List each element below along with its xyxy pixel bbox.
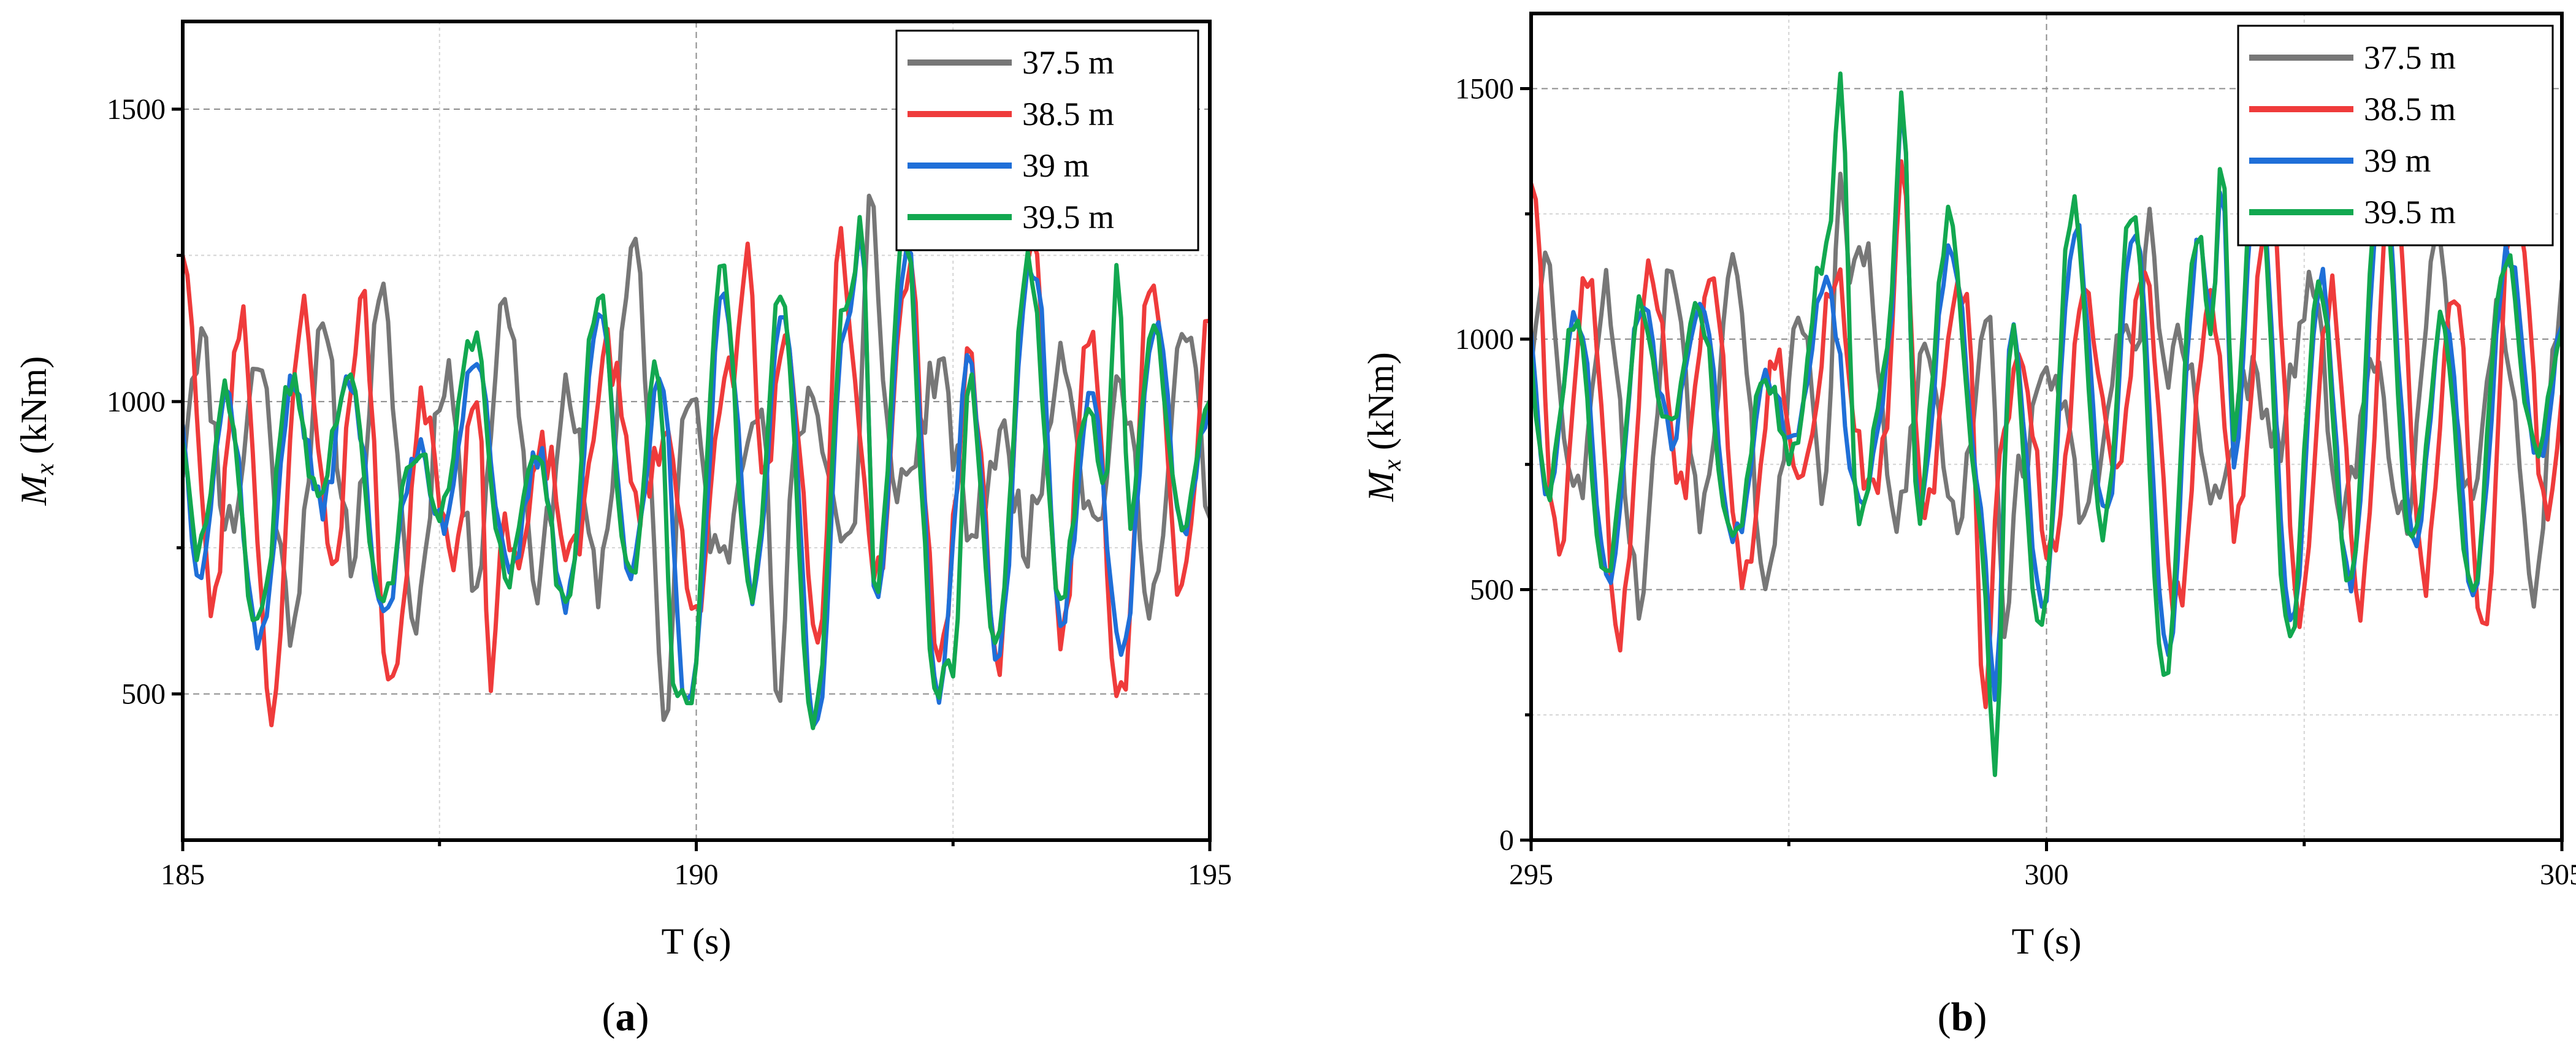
y-tick-label: 1000 <box>1455 323 1514 356</box>
x-tick-label: 195 <box>1188 859 1232 891</box>
x-tick-label: 305 <box>2540 859 2576 891</box>
y-axis-title: Mx (kNm) <box>13 356 59 507</box>
legend-label: 38.5 m <box>1022 96 1114 132</box>
legend-label: 39 m <box>2364 142 2431 179</box>
y-tick-label: 0 <box>1499 824 1514 857</box>
series-line-39_5m <box>183 215 1210 730</box>
x-axis-title: T (s) <box>662 921 732 962</box>
panel-label: (a) <box>602 995 649 1039</box>
x-tick-label: 185 <box>161 859 205 891</box>
x-tick-label: 190 <box>675 859 719 891</box>
legend-label: 37.5 m <box>2364 39 2456 76</box>
legend-label: 38.5 m <box>2364 91 2456 128</box>
legend-label: 39 m <box>1022 147 1090 184</box>
y-axis-title: Mx (kNm) <box>1361 352 1407 502</box>
series-line-37_5m <box>183 193 1210 722</box>
y-tick-label: 500 <box>1470 574 1514 606</box>
legend-label: 39.5 m <box>1022 199 1114 235</box>
panel-label: (b) <box>1938 995 1987 1039</box>
y-tick-label: 1000 <box>107 386 166 418</box>
x-tick-label: 295 <box>1509 859 1553 891</box>
x-tick-label: 300 <box>2025 859 2069 891</box>
y-tick-label: 1500 <box>1455 73 1514 105</box>
x-axis-title: T (s) <box>2012 921 2082 962</box>
series-line-37_5m <box>1531 171 2562 640</box>
legend-label: 37.5 m <box>1022 44 1114 81</box>
legend: 37.5 m 38.5 m 39 m 39.5 m <box>2237 25 2554 247</box>
legend-label: 39.5 m <box>2364 194 2456 231</box>
y-tick-label: 1500 <box>107 93 166 126</box>
chart-panel-b: 295 300 305 0 500 1000 1500 T (s) Mx (kNm) 37.5 m… <box>1361 12 2576 1039</box>
legend-box <box>895 29 1199 251</box>
legend: 37.5 m 38.5 m 39 m 39.5 m <box>895 29 1199 251</box>
legend-box <box>2237 25 2554 247</box>
y-tick-label: 500 <box>121 678 166 711</box>
